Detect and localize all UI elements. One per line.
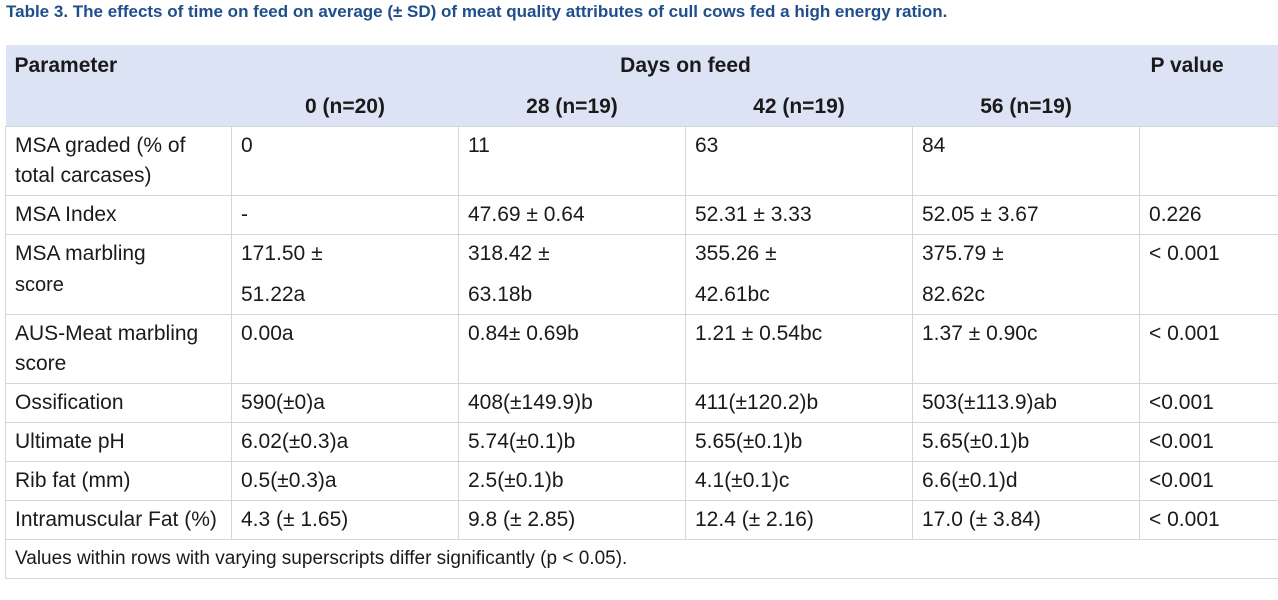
cell-day-42: 63 (685, 126, 913, 196)
cell-day-0: 171.50 ± 51.22a (231, 234, 459, 315)
table-row: Rib fat (mm) 0.5(±0.3)a 2.5(±0.1)b 4.1(±… (5, 461, 1278, 501)
cell-sd: 51.22a (241, 283, 306, 306)
row-label-line2: score (15, 274, 64, 296)
cell-day-56: 5.65(±0.1)b (911, 422, 1141, 462)
cell-p-value: < 0.001 (1139, 234, 1278, 315)
table-row: Ossification 590(±0)a 408(±149.9)b 411(±… (5, 383, 1278, 423)
header-blank (6, 87, 232, 127)
cell-day-28: 11 (458, 126, 686, 196)
cell-day-0: 6.02(±0.3)a (231, 422, 459, 462)
row-label: MSA marbling score (5, 234, 232, 315)
cell-p-value (1139, 126, 1278, 196)
table-body: MSA graded (% of total carcases) 0 11 63… (4, 126, 1278, 579)
cell-day-28: 408(±149.9)b (458, 383, 686, 423)
cell-day-56: 1.37 ± 0.90c (911, 314, 1141, 384)
table-row: AUS-Meat marbling score 0.00a 0.84± 0.69… (5, 314, 1278, 384)
table-row: Ultimate pH 6.02(±0.3)a 5.74(±0.1)b 5.65… (5, 422, 1278, 462)
cell-day-0: 590(±0)a (231, 383, 459, 423)
row-label: MSA Index (5, 195, 232, 235)
cell-day-28: 2.5(±0.1)b (458, 461, 686, 501)
cell-mean: 355.26 ± (695, 242, 777, 265)
cell-sd: 63.18b (468, 283, 533, 306)
cell-day-42: 411(±120.2)b (685, 383, 913, 423)
cell-day-56: 6.6(±0.1)d (911, 461, 1141, 501)
cell-day-42: 355.26 ± 42.61bc (685, 234, 913, 315)
cell-day-56: 503(±113.9)ab (911, 383, 1141, 423)
cell-day-56: 375.79 ± 82.62c (911, 234, 1141, 315)
table-row: MSA Index - 47.69 ± 0.64 52.31 ± 3.33 52… (5, 195, 1278, 235)
cell-mean: 171.50 ± (241, 242, 323, 265)
header-blank (1140, 87, 1278, 127)
cell-day-28: 0.84± 0.69b (458, 314, 686, 384)
cell-p-value: 0.226 (1139, 195, 1278, 235)
header-day-42: 42 (n=19) (753, 94, 845, 118)
cell-day-56: 84 (911, 126, 1141, 196)
cell-p-value: <0.001 (1139, 461, 1278, 501)
table-footnote: Values within rows with varying superscr… (4, 539, 1278, 579)
cell-day-28: 47.69 ± 0.64 (458, 195, 686, 235)
cell-day-0: 0 (231, 126, 459, 196)
cell-p-value: <0.001 (1139, 383, 1278, 423)
cell-day-42: 5.65(±0.1)b (685, 422, 913, 462)
cell-sd: 82.62c (922, 283, 986, 306)
meat-quality-table: Parameter Days on feed P value 0 (n=20) … (4, 45, 1278, 579)
cell-day-28: 5.74(±0.1)b (458, 422, 686, 462)
cell-day-28: 318.42 ± 63.18b (458, 234, 686, 315)
cell-p-value: < 0.001 (1139, 314, 1278, 384)
cell-mean: 375.79 ± (922, 242, 1004, 265)
cell-day-28: 9.8 (± 2.85) (458, 500, 686, 540)
cell-day-0: 0.5(±0.3)a (231, 461, 459, 501)
table-row: MSA marbling score 171.50 ± 51.22a 318.4… (5, 234, 1278, 315)
header-p-value: P value (1150, 54, 1224, 77)
cell-p-value: < 0.001 (1139, 500, 1278, 540)
cell-day-42: 52.31 ± 3.33 (685, 195, 913, 235)
row-label: Ossification (5, 383, 232, 423)
table-header: Parameter Days on feed P value 0 (n=20) … (5, 45, 1278, 127)
table-row: Intramuscular Fat (%) 4.3 (± 1.65) 9.8 (… (5, 500, 1278, 540)
row-label: MSA graded (% of total carcases) (5, 126, 232, 196)
cell-day-56: 17.0 (± 3.84) (911, 500, 1141, 540)
cell-sd: 42.61bc (695, 283, 770, 306)
header-day-0: 0 (n=20) (305, 94, 385, 118)
cell-day-0: 0.00a (231, 314, 459, 384)
cell-day-42: 12.4 (± 2.16) (685, 500, 913, 540)
row-label: Intramuscular Fat (%) (5, 500, 232, 540)
header-parameter: Parameter (14, 54, 118, 77)
cell-day-56: 52.05 ± 3.67 (911, 195, 1141, 235)
footnote-row: Values within rows with varying superscr… (4, 539, 1278, 579)
cell-day-42: 4.1(±0.1)c (685, 461, 913, 501)
header-day-28: 28 (n=19) (526, 94, 618, 118)
row-label: Rib fat (mm) (5, 461, 232, 501)
table-row: MSA graded (% of total carcases) 0 11 63… (5, 126, 1278, 196)
header-day-56: 56 (n=19) (980, 94, 1072, 118)
table-caption: Table 3. The effects of time on feed on … (6, 2, 948, 21)
cell-p-value: <0.001 (1139, 422, 1278, 462)
cell-mean: 318.42 ± (468, 242, 550, 265)
header-days-on-feed: Days on feed (620, 54, 751, 77)
cell-day-42: 1.21 ± 0.54bc (685, 314, 913, 384)
row-label: AUS-Meat marbling score (5, 314, 232, 384)
cell-day-0: 4.3 (± 1.65) (231, 500, 459, 540)
cell-day-0: - (231, 195, 459, 235)
row-label-line1: MSA marbling (15, 242, 146, 265)
row-label: Ultimate pH (5, 422, 232, 462)
